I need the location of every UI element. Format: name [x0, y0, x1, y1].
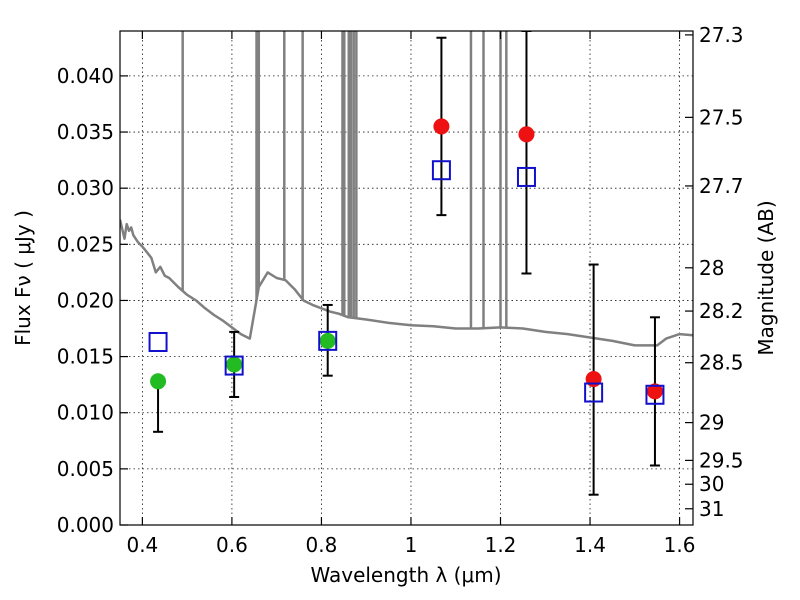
y-tick-label: 0.010 — [57, 401, 114, 425]
x-tick-label: 1.2 — [485, 533, 517, 557]
plot-frame — [119, 30, 694, 526]
y-tick-labels: 0.000 0.005 0.010 0.015 0.020 0.025 0.030 0.035… — [57, 64, 114, 537]
right-tick-label: 29 — [699, 411, 724, 435]
model-square — [318, 330, 338, 351]
plot-area — [120, 31, 693, 496]
right-axis-title: Magnitude (AB) — [754, 200, 778, 355]
grid-lines — [120, 31, 693, 525]
x-tick-label: 1.4 — [574, 533, 606, 557]
x-tick-label: 1.6 — [664, 533, 696, 557]
observed-point — [226, 356, 243, 373]
right-tick-label: 29.5 — [699, 448, 744, 472]
observed-point — [518, 126, 535, 143]
right-tick-label: 28.5 — [699, 351, 744, 375]
model-square — [148, 331, 168, 352]
x-tick-label: 0.4 — [126, 533, 158, 557]
model-square — [224, 355, 244, 376]
y-tick-label: 0.025 — [57, 232, 114, 256]
y-tick-label: 0.005 — [57, 457, 114, 481]
model-square — [431, 160, 451, 181]
y-tick-label: 0.020 — [57, 288, 114, 312]
x-axis-title: Wavelength λ (μm) — [310, 563, 501, 587]
y-axis-title: Flux Fν ( μJy ) — [11, 210, 35, 346]
sed-model-layer — [120, 31, 693, 347]
y-tick-label: 0.000 — [57, 513, 114, 537]
y-tick-label: 0.030 — [57, 176, 114, 200]
error-bars-layer — [153, 31, 660, 496]
right-tick-label: 28 — [699, 256, 724, 280]
right-tick-label: 31 — [699, 497, 724, 521]
x-tick-label: 1 — [405, 533, 418, 557]
y-tick-label: 0.035 — [57, 120, 114, 144]
sed-model-line — [120, 219, 693, 347]
axis-ticks — [120, 31, 693, 526]
right-tick-label: 27.5 — [699, 105, 744, 129]
right-tick-label: 27.7 — [699, 174, 744, 198]
right-tick-label: 27.3 — [699, 23, 744, 47]
x-tick-labels: 0.4 0.6 0.8 1 1.2 1.4 1.6 — [126, 533, 695, 557]
observed-point — [150, 373, 167, 390]
right-tick-label: 28.2 — [699, 299, 744, 323]
right-tick-label: 30 — [699, 472, 724, 496]
model-square — [645, 384, 665, 405]
y-tick-label: 0.015 — [57, 345, 114, 369]
model-square — [584, 382, 604, 403]
observed-point — [433, 118, 450, 135]
model-squares-layer — [148, 160, 665, 405]
observed-point — [319, 332, 336, 349]
x-tick-label: 0.8 — [306, 533, 338, 557]
x-tick-label: 0.6 — [216, 533, 248, 557]
model-square — [516, 166, 536, 187]
y-tick-label: 0.040 — [57, 64, 114, 88]
